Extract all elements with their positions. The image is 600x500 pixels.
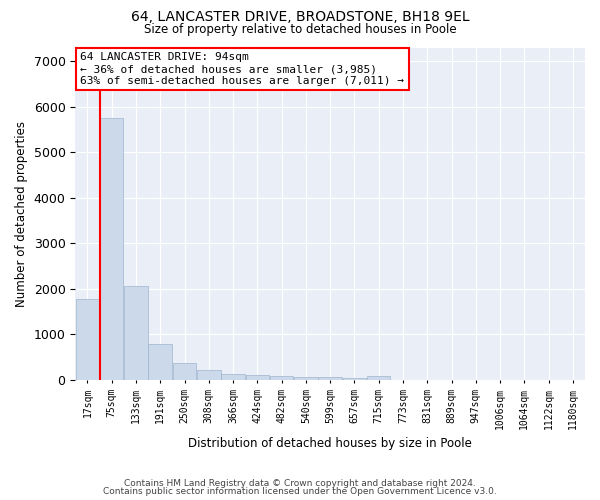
Text: Contains public sector information licensed under the Open Government Licence v3: Contains public sector information licen…: [103, 487, 497, 496]
Bar: [148, 344, 172, 380]
Bar: [124, 286, 148, 380]
Bar: [221, 374, 245, 380]
Bar: [173, 363, 196, 380]
Bar: [343, 378, 366, 380]
Text: Contains HM Land Registry data © Crown copyright and database right 2024.: Contains HM Land Registry data © Crown c…: [124, 478, 476, 488]
Bar: [197, 370, 221, 380]
Bar: [100, 118, 124, 380]
Text: Size of property relative to detached houses in Poole: Size of property relative to detached ho…: [143, 22, 457, 36]
Bar: [76, 299, 99, 380]
Bar: [367, 376, 391, 380]
Bar: [270, 376, 293, 380]
Text: 64, LANCASTER DRIVE, BROADSTONE, BH18 9EL: 64, LANCASTER DRIVE, BROADSTONE, BH18 9E…: [131, 10, 469, 24]
Bar: [294, 376, 317, 380]
Y-axis label: Number of detached properties: Number of detached properties: [15, 120, 28, 306]
Bar: [245, 375, 269, 380]
X-axis label: Distribution of detached houses by size in Poole: Distribution of detached houses by size …: [188, 437, 472, 450]
Bar: [319, 378, 342, 380]
Text: 64 LANCASTER DRIVE: 94sqm
← 36% of detached houses are smaller (3,985)
63% of se: 64 LANCASTER DRIVE: 94sqm ← 36% of detac…: [80, 52, 404, 86]
